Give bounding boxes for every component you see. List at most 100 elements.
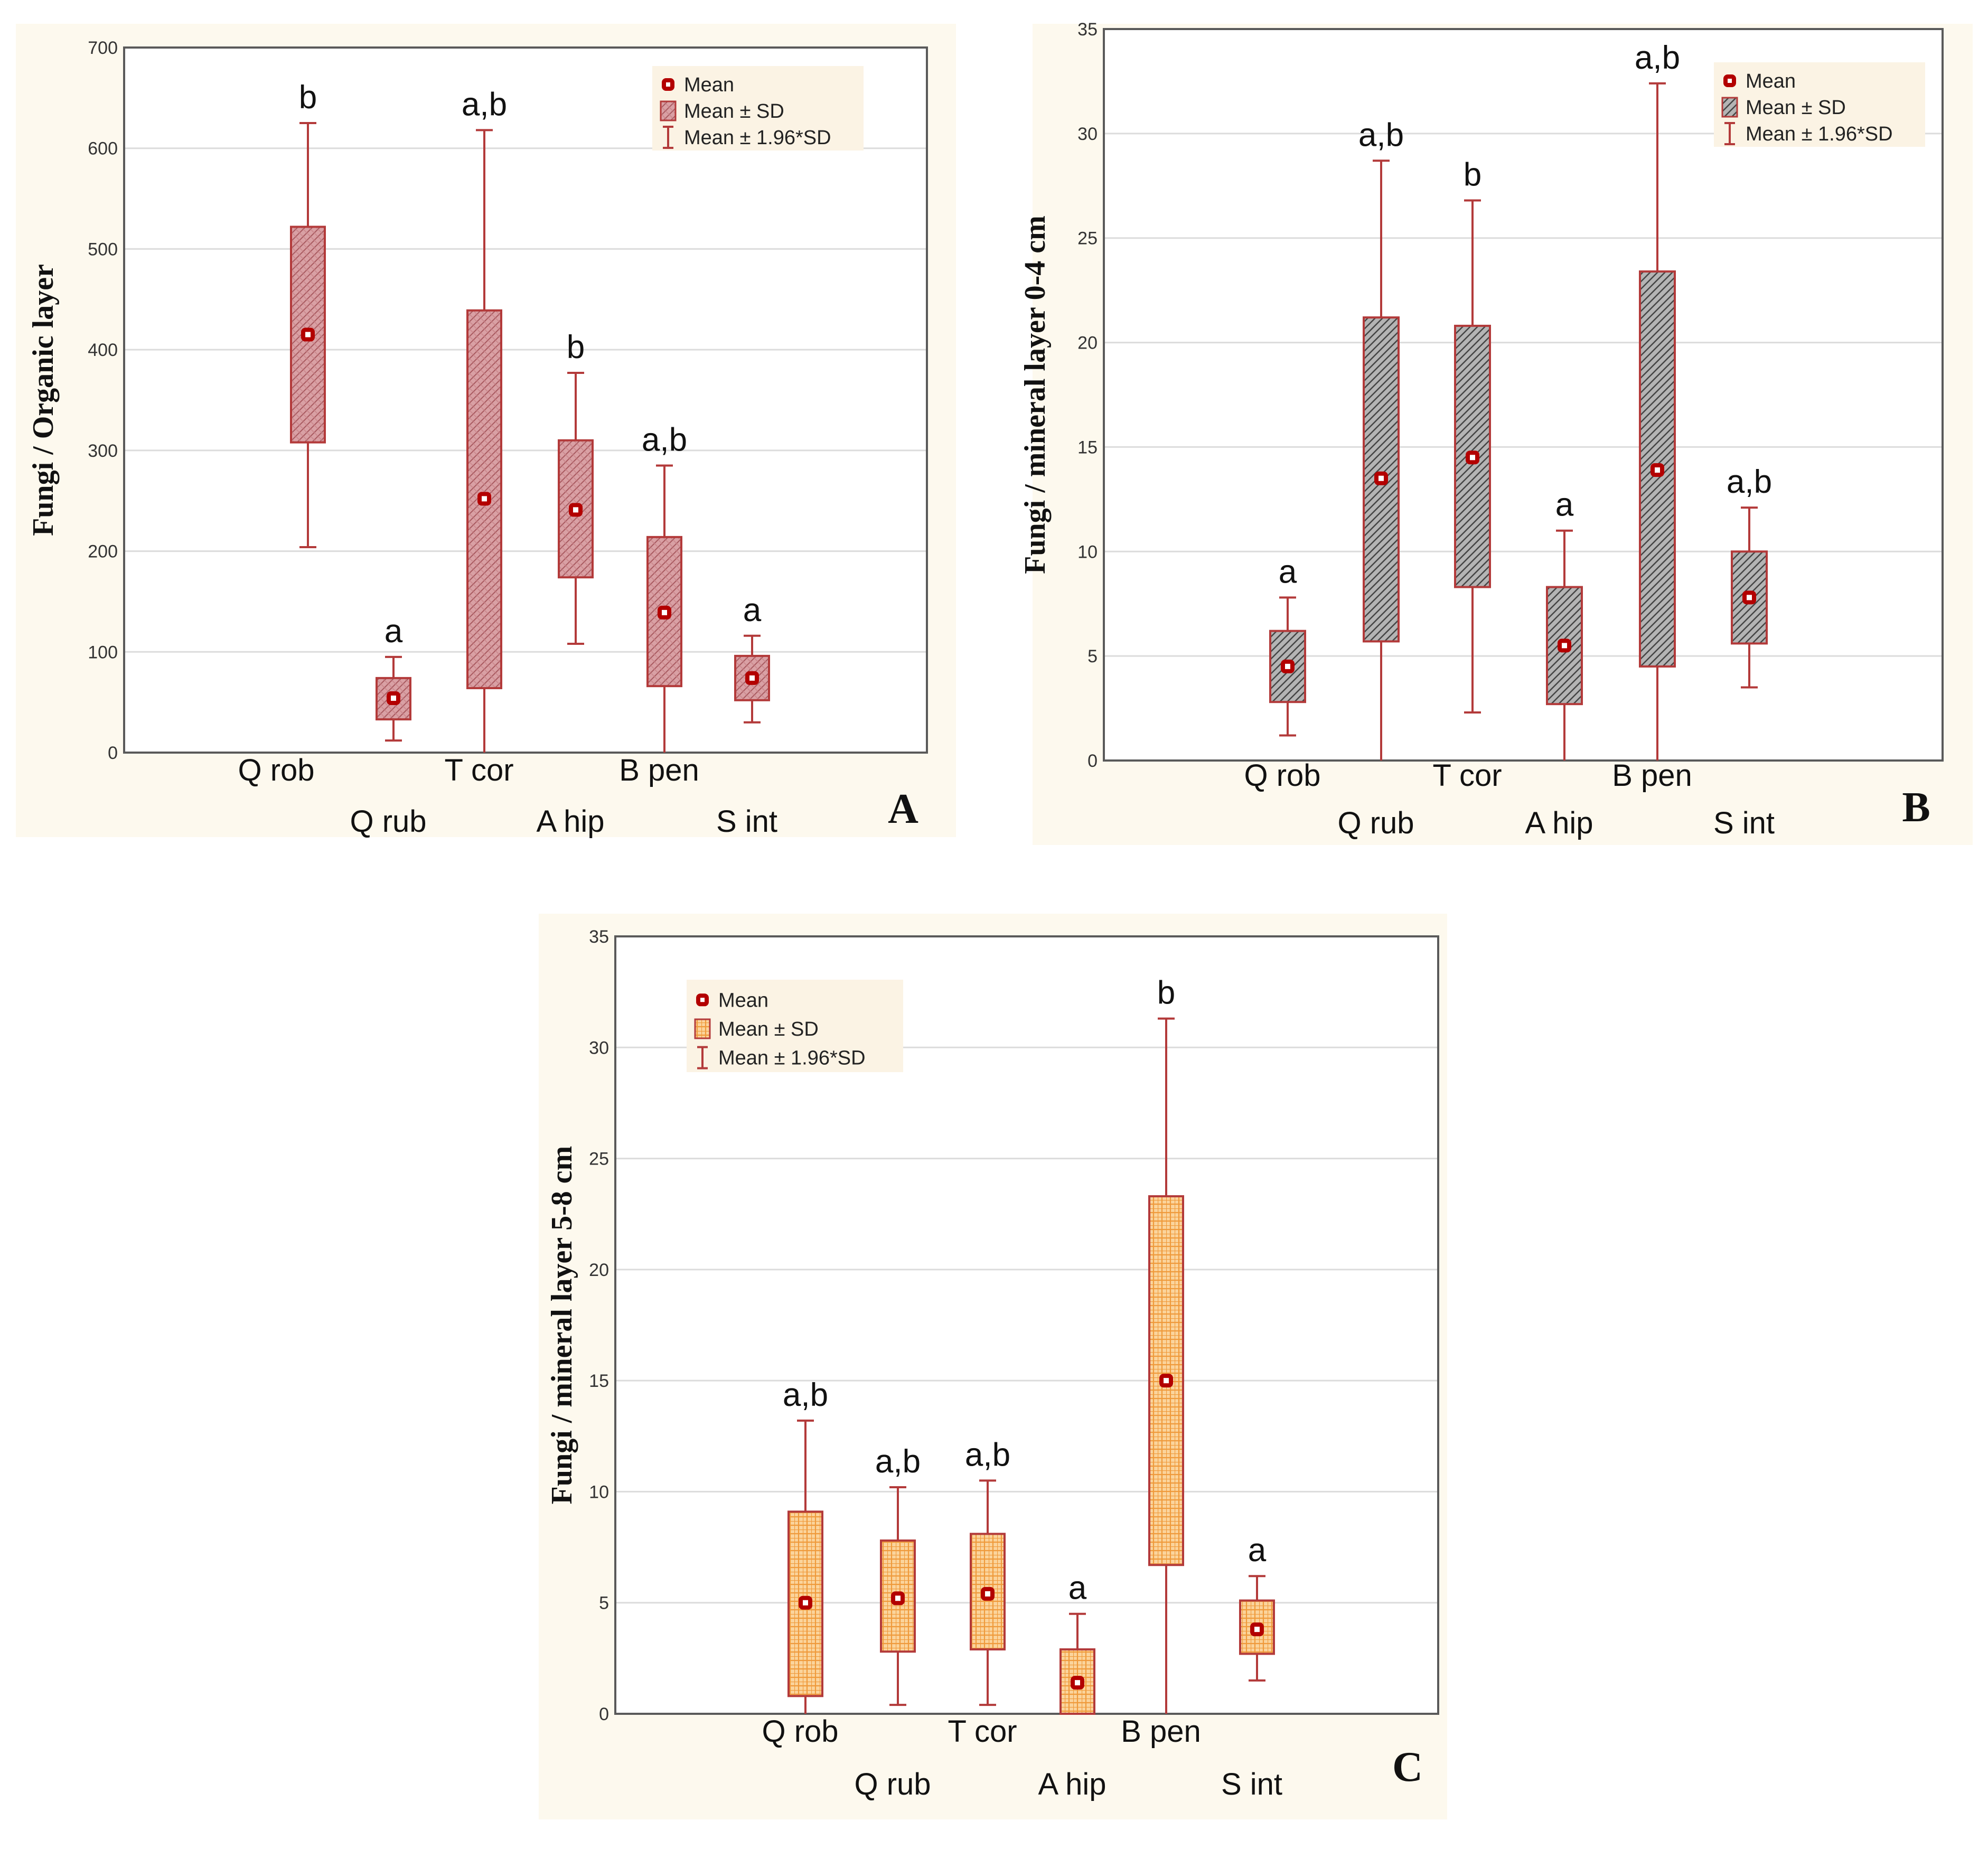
y-tick-label: 35 (1077, 20, 1098, 40)
legend-background (687, 980, 903, 1072)
mean-marker (301, 327, 315, 342)
legend-background (652, 66, 864, 151)
y-tick-label: 15 (589, 1371, 609, 1391)
significance-letter: a (743, 592, 762, 628)
x-tick-label: S int (1221, 1767, 1282, 1801)
x-tick-label: T cor (948, 1714, 1017, 1749)
y-tick-label: 0 (1087, 751, 1098, 771)
y-tick-label: 20 (1077, 333, 1098, 353)
significance-letter: b (567, 329, 585, 365)
significance-letter: b (299, 79, 317, 116)
mean-marker (1071, 1676, 1084, 1690)
panel-letter: C (1392, 1744, 1423, 1790)
mean-marker (1159, 1374, 1173, 1388)
y-tick-label: 0 (599, 1704, 609, 1724)
y-axis-label: Fungi / Organic layer (27, 264, 60, 536)
significance-letter: a (1555, 487, 1574, 523)
significance-letter: b (1464, 156, 1481, 193)
legend-ci-label: Mean ± 1.96*SD (684, 127, 831, 149)
legend-sd-label: Mean ± SD (1746, 97, 1846, 119)
significance-letter: a,b (875, 1443, 921, 1480)
x-tick-label: T cor (1432, 758, 1502, 793)
mean-marker (891, 1591, 905, 1606)
mean-marker (1374, 471, 1388, 485)
chart-panel-A: 0 100 200 300 400 500 600 700 Fungi / Organic la… (16, 24, 956, 839)
significance-letter: a (1068, 1570, 1087, 1607)
x-tick-label: A hip (1525, 806, 1593, 840)
series-3: a,b T cor (948, 1437, 1017, 1749)
x-tick-label: Q rub (350, 804, 426, 839)
y-axis-label: Fungi / mineral layer 5-8 cm (546, 1146, 578, 1505)
x-tick-label: Q rob (762, 1714, 838, 1749)
legend: Mean Mean ± SD Mean ± 1.96*SD (1714, 62, 1925, 147)
y-tick-label: 400 (88, 340, 118, 360)
series-1: a,b Q rob (762, 1377, 838, 1749)
y-tick-label: 5 (599, 1593, 609, 1613)
significance-letter: a,b (1727, 464, 1772, 500)
legend-sd-symbol (1721, 97, 1738, 118)
x-tick-label: S int (1713, 806, 1775, 840)
y-tick-label: 5 (1087, 646, 1098, 667)
series-4: b A hip (537, 329, 605, 839)
legend-mean-symbol (696, 993, 709, 1007)
legend-ci-label: Mean ± 1.96*SD (1746, 123, 1893, 145)
y-tick-label: 25 (589, 1149, 609, 1169)
series-3: b T cor (1432, 156, 1502, 793)
significance-letter: a,b (642, 421, 687, 458)
significance-letter: a (1248, 1532, 1267, 1569)
y-tick-label: 20 (589, 1260, 609, 1280)
series-2: a,b Q rub (854, 1443, 931, 1801)
mean-marker (745, 671, 759, 685)
y-tick-label: 30 (589, 1038, 609, 1058)
x-tick-label: A hip (1038, 1767, 1106, 1801)
series-6: a,b S int (1713, 464, 1775, 840)
mean-marker (1651, 463, 1664, 477)
series-4: a A hip (1038, 1570, 1106, 1801)
legend-sd-label: Mean ± SD (684, 100, 784, 123)
sd-box (1546, 586, 1583, 706)
legend: Mean Mean ± SD Mean ± 1.96*SD (652, 66, 864, 151)
mean-marker (658, 605, 671, 620)
y-tick-label: 300 (88, 441, 118, 461)
mean-marker (1250, 1622, 1264, 1637)
legend: Mean Mean ± SD Mean ± 1.96*SD (687, 980, 903, 1072)
series-1: b Q rob (238, 79, 326, 787)
chart-panel-C: 0 5 10 15 20 25 30 35 Fungi / mineral layer 5-8 … (539, 914, 1447, 1819)
x-tick-label: B pen (1121, 1714, 1201, 1749)
mean-marker (477, 492, 491, 506)
y-axis-label: Fungi / mineral layer 0-4 cm (1019, 215, 1052, 574)
series-5: b B pen (1121, 975, 1201, 1749)
y-tick-label: 700 (88, 38, 118, 58)
panel-letter: B (1902, 784, 1930, 831)
mean-marker (1558, 639, 1571, 653)
significance-letter: a,b (462, 86, 507, 123)
legend-ci-label: Mean ± 1.96*SD (718, 1047, 866, 1069)
legend-sd-label: Mean ± SD (718, 1018, 819, 1040)
significance-letter: a,b (1358, 117, 1404, 153)
plot-area (123, 46, 928, 754)
significance-letter: a (385, 613, 403, 650)
x-tick-label: Q rob (238, 753, 314, 787)
legend-background (1714, 62, 1925, 147)
series-5: a,b B pen (1612, 40, 1692, 793)
y-tick-label: 30 (1077, 124, 1098, 144)
plot-border (614, 935, 1439, 1715)
series-1: a Q rob (1244, 553, 1320, 793)
legend-mean-label: Mean (718, 989, 768, 1011)
x-tick-label: Q rob (1244, 758, 1320, 793)
plot-border (1103, 28, 1944, 762)
y-tick-label: 10 (589, 1482, 609, 1502)
panel-letter: A (888, 786, 918, 832)
legend-mean-symbol (1723, 74, 1736, 87)
y-tick-label: 600 (88, 139, 118, 159)
mean-marker (1466, 450, 1479, 465)
mean-marker (799, 1595, 812, 1610)
series-2: a,b Q rub (1337, 117, 1414, 840)
significance-letter: b (1157, 975, 1175, 1011)
plot-border (123, 46, 928, 754)
x-tick-label: Q rub (854, 1767, 931, 1801)
x-tick-label: Q rub (1337, 806, 1414, 840)
y-tick-label: 10 (1077, 542, 1098, 562)
mean-marker (569, 503, 583, 517)
